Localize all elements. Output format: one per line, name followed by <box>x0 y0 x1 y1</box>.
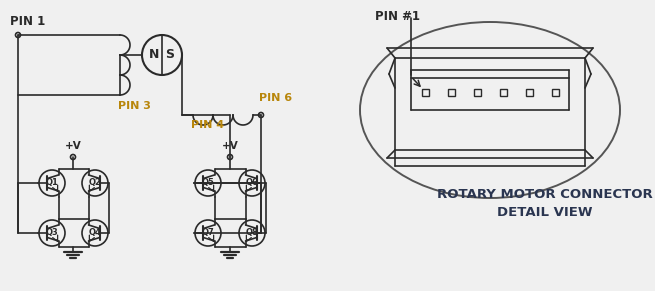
Bar <box>474 88 481 95</box>
Text: Q3: Q3 <box>46 228 58 237</box>
Text: Q1: Q1 <box>46 178 58 187</box>
Bar <box>422 88 428 95</box>
Bar <box>447 88 455 95</box>
Text: +V: +V <box>65 141 81 151</box>
Text: Q6: Q6 <box>246 178 259 187</box>
Text: PIN 4: PIN 4 <box>191 120 224 130</box>
Text: PIN 1: PIN 1 <box>10 15 45 28</box>
Text: DETAIL VIEW: DETAIL VIEW <box>497 205 593 219</box>
Text: Q5: Q5 <box>202 178 214 187</box>
Bar <box>500 88 506 95</box>
Text: ROTARY MOTOR CONNECTOR: ROTARY MOTOR CONNECTOR <box>437 189 653 201</box>
Text: S: S <box>166 49 174 61</box>
Text: N: N <box>149 49 159 61</box>
Text: PIN #1: PIN #1 <box>375 10 420 23</box>
Text: +V: +V <box>221 141 238 151</box>
Text: Q2: Q2 <box>88 178 102 187</box>
Text: PIN 3: PIN 3 <box>118 101 151 111</box>
Bar <box>525 88 533 95</box>
Text: Q4: Q4 <box>88 228 102 237</box>
Text: Q7: Q7 <box>202 228 214 237</box>
Text: Q8: Q8 <box>246 228 258 237</box>
Text: PIN 6: PIN 6 <box>259 93 292 103</box>
Bar <box>552 88 559 95</box>
